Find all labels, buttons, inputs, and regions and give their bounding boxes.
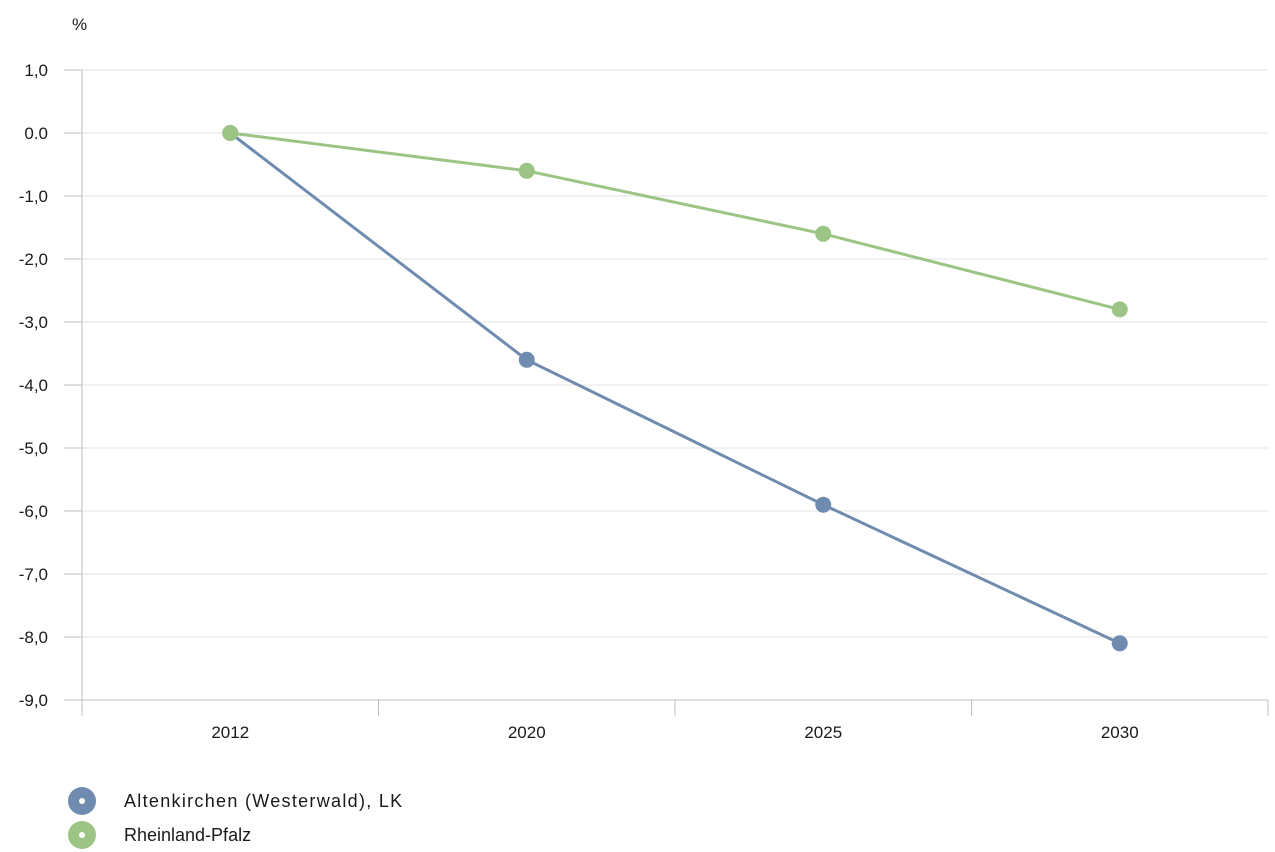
y-tick-label: -6,0 xyxy=(19,502,48,521)
data-point xyxy=(815,225,832,242)
series-line xyxy=(229,131,1121,645)
y-tick-label: -9,0 xyxy=(19,691,48,710)
gridlines xyxy=(82,69,1268,638)
data-point xyxy=(815,496,832,513)
legend-marker-circle-icon xyxy=(68,787,96,815)
x-axis-tick-labels: 2012 2020 2025 2030 xyxy=(211,723,1138,742)
y-tick-label: -3,0 xyxy=(19,313,48,332)
data-point xyxy=(1111,635,1128,652)
y-tick-label: -8,0 xyxy=(19,628,48,647)
data-point xyxy=(518,162,535,179)
legend-label: Rheinland-Pfalz xyxy=(124,824,252,845)
x-tick-label: 2012 xyxy=(211,723,249,742)
legend-item-rheinland-pfalz[interactable]: Rheinland-Pfalz xyxy=(68,818,403,852)
line-chart: % 1,0 0.0 -1,0 -2,0 -3,0 -4,0 -5,0 -6,0 -7,0 -8,0… xyxy=(19,15,1269,742)
y-tick-label: 1,0 xyxy=(24,61,48,80)
y-axis-unit-label: % xyxy=(72,15,87,34)
series-0 xyxy=(222,125,1128,652)
series-1 xyxy=(222,125,1128,318)
legend-label: Altenkirchen (Westerwald), LK xyxy=(124,790,404,811)
data-point xyxy=(518,351,535,368)
y-tick-label: -2,0 xyxy=(19,250,48,269)
y-tick-label: -5,0 xyxy=(19,439,48,458)
legend: Altenkirchen (Westerwald), LK Rheinland-… xyxy=(68,784,403,852)
y-tick-label: -7,0 xyxy=(19,565,48,584)
x-tick-label: 2030 xyxy=(1101,723,1139,742)
y-tick-label: 0.0 xyxy=(24,124,48,143)
y-axis-tick-labels: 1,0 0.0 -1,0 -2,0 -3,0 -4,0 -5,0 -6,0 -7,0 -8,0 -9… xyxy=(19,61,48,710)
x-tick-label: 2025 xyxy=(804,723,842,742)
legend-marker-circle-icon xyxy=(68,821,96,849)
series-lines xyxy=(222,125,1128,652)
series-line xyxy=(230,131,1121,311)
data-point xyxy=(222,125,239,141)
x-tick-label: 2020 xyxy=(508,723,546,742)
y-tick-label: -1,0 xyxy=(19,187,48,206)
data-point xyxy=(1111,301,1128,318)
y-tick-label: -4,0 xyxy=(19,376,48,395)
legend-item-altenkirchen[interactable]: Altenkirchen (Westerwald), LK xyxy=(68,784,403,818)
axes xyxy=(64,69,1269,716)
